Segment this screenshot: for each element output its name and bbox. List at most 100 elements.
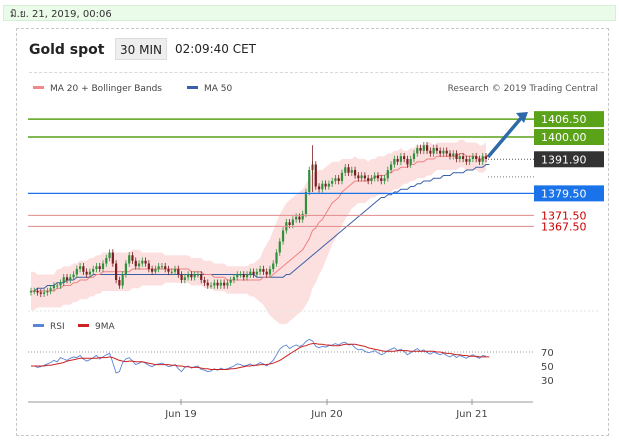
candle-body [137, 263, 141, 267]
candle-body [412, 153, 416, 159]
level-1379-50-label: 1379.50 [541, 187, 587, 200]
candle-body [85, 271, 88, 275]
candle-body [144, 260, 147, 264]
candle-body [383, 178, 386, 181]
rsi-legend-swatch [33, 324, 44, 327]
candle-body [131, 255, 134, 261]
candle-body [425, 145, 429, 151]
candle-body [416, 148, 419, 154]
candle-body [151, 269, 154, 272]
candle-body [295, 216, 298, 220]
candle-body [452, 153, 455, 157]
candle-body [111, 252, 114, 264]
candle-body [268, 269, 272, 275]
candle-body [141, 260, 144, 264]
projection-arrow-head [516, 112, 528, 123]
candle-body [52, 285, 56, 289]
candle-body [79, 266, 82, 269]
bollinger-band [31, 139, 486, 324]
candle-body [337, 178, 340, 181]
candle-body [475, 156, 478, 159]
candle-body [350, 170, 353, 173]
timeframe-button[interactable]: 30 MIN [115, 38, 167, 60]
candle-body [190, 274, 193, 278]
candle-body [376, 175, 380, 179]
candle-body [29, 291, 33, 293]
candle-body [193, 274, 196, 278]
price-levels: 1406.50 1400.00 1391.90 1379.50 1371.501367.… [28, 111, 604, 233]
candle-body [481, 156, 484, 162]
rsi-ma-legend-label: 9MA [95, 322, 115, 332]
candle-body [196, 274, 200, 276]
candle-body [134, 260, 137, 267]
candle-body [367, 178, 370, 181]
candle-body [95, 266, 98, 269]
candle-body [331, 181, 334, 184]
chart-header: Gold spot 30 MIN 02:09:40 CET [17, 29, 608, 71]
candle-body [281, 230, 285, 242]
candle-body [393, 159, 396, 165]
x-tick-label: Jun 19 [164, 409, 197, 420]
level-1406-50-label: 1406.50 [541, 113, 587, 126]
candle-body [82, 266, 85, 272]
candle-body [409, 159, 412, 165]
candle-body [442, 150, 445, 154]
candle-body [160, 266, 164, 268]
rsi-chart: 70 50 30 [28, 338, 554, 387]
rsi-legend-label: RSI [50, 322, 65, 332]
ma20-line [31, 153, 490, 292]
candle-body [115, 263, 118, 280]
candle-body [42, 292, 46, 294]
candle-body [468, 159, 471, 162]
candle-body [445, 150, 448, 154]
candle-body [69, 277, 72, 280]
candle-body [304, 192, 308, 214]
candle-body [203, 280, 206, 283]
candle-body [314, 164, 317, 187]
level-1367-50-label: 1367.50 [541, 220, 587, 233]
candle-body [458, 156, 461, 159]
header-divider [29, 72, 604, 73]
candle-body [357, 175, 360, 179]
candle-body [164, 266, 167, 269]
candle-body [173, 269, 177, 272]
candle-body [183, 277, 186, 280]
level-1400-00-tag [534, 129, 604, 145]
candle-body [324, 183, 327, 187]
candle-body [363, 175, 366, 179]
candle-body [327, 183, 330, 187]
candle-body [88, 271, 92, 275]
candle-body [429, 150, 432, 154]
candle-body [154, 269, 157, 272]
candle-body [265, 271, 268, 275]
candle-body [272, 263, 275, 269]
candle-body [389, 164, 393, 170]
projection-arrow-shaft [486, 115, 524, 159]
price-chart [29, 139, 490, 324]
candle-body [206, 282, 209, 286]
candle-body [101, 263, 105, 269]
candle-body [347, 167, 350, 173]
candle-body [223, 282, 226, 286]
candle-body [386, 170, 389, 179]
x-axis: Jun 19 Jun 20 Jun 21 [164, 399, 488, 420]
legend-swatch-ma20 [33, 86, 44, 89]
candle-body [226, 282, 229, 286]
candle-body [308, 170, 311, 192]
candle-body [262, 269, 265, 272]
candle-body [461, 156, 465, 159]
candle-body [370, 178, 373, 181]
candle-body [118, 280, 121, 286]
candle-body [36, 291, 39, 293]
rsi-ma-line [31, 343, 490, 370]
candle-body [465, 159, 468, 162]
candle-body [396, 159, 399, 162]
candle-body [177, 269, 180, 275]
candle-body [291, 219, 294, 225]
legend: MA 20 + Bollinger Bands MA 50 [33, 84, 233, 94]
candle-body [399, 156, 402, 162]
x-tick-label: Jun 20 [310, 409, 343, 420]
candle-body [187, 274, 190, 278]
candle-body [128, 255, 131, 264]
candle-body [340, 172, 344, 181]
